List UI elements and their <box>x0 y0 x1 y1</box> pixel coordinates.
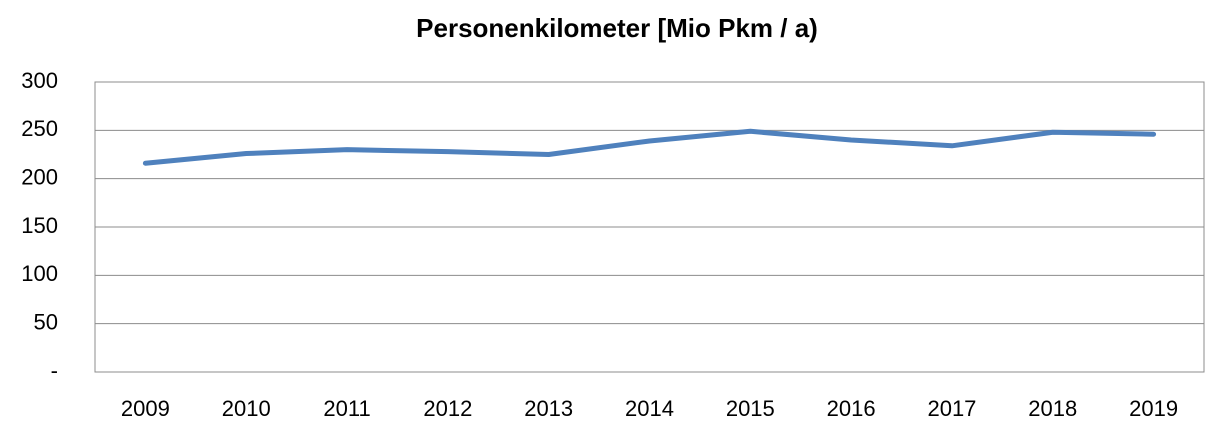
x-tick-label: 2013 <box>524 396 573 421</box>
chart-title: Personenkilometer [Mio Pkm / a) <box>416 13 818 43</box>
data-line <box>142 128 1157 166</box>
x-tick-label: 2014 <box>625 396 674 421</box>
x-tick-label: 2018 <box>1028 396 1077 421</box>
x-tick-label: 2019 <box>1129 396 1178 421</box>
y-tick-label: 100 <box>21 261 58 286</box>
x-tick-label: 2012 <box>423 396 472 421</box>
x-tick-label: 2010 <box>222 396 271 421</box>
x-tick-label: 2016 <box>827 396 876 421</box>
plot-border <box>94 81 1205 373</box>
y-tick-label: 50 <box>34 309 58 334</box>
x-tick-label: 2011 <box>323 396 370 421</box>
y-tick-label: - <box>51 358 58 383</box>
y-tick-label: 150 <box>21 213 58 238</box>
x-tick-label: 2009 <box>121 396 170 421</box>
y-tick-label: 200 <box>21 164 58 189</box>
y-tick-label: 250 <box>21 116 58 141</box>
x-tick-label: 2017 <box>927 396 976 421</box>
y-tick-label: 300 <box>21 68 58 93</box>
x-tick-label: 2015 <box>726 396 775 421</box>
